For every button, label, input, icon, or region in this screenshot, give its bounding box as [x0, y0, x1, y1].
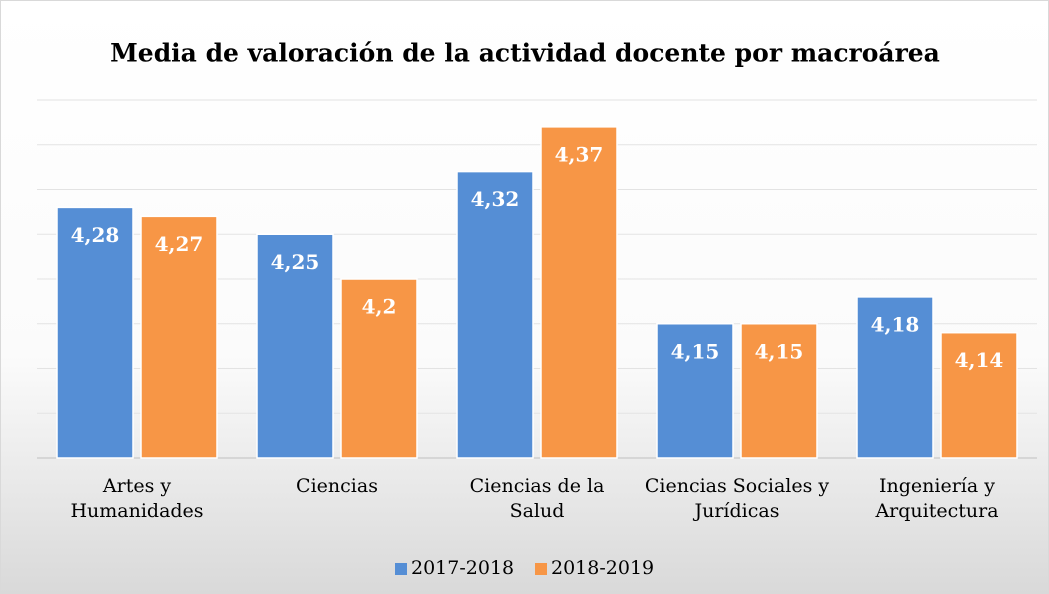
data-label: 4,27: [155, 232, 204, 256]
bar: [140, 215, 218, 459]
bar: [256, 233, 334, 459]
x-tick-label: Ingeniería y: [879, 475, 995, 497]
bar: [940, 331, 1018, 459]
chart-title: Media de valoración de la actividad doce…: [110, 39, 940, 68]
x-tick-label: Ciencias: [296, 475, 378, 497]
data-label: 4,25: [271, 250, 320, 274]
legend-label: 2018-2019: [551, 557, 654, 579]
data-label: 4,2: [362, 295, 397, 319]
legend-label: 2017-2018: [411, 557, 514, 579]
bar: [56, 206, 134, 459]
bar: [540, 126, 618, 459]
x-tick-label: Ciencias Sociales y: [645, 475, 830, 497]
x-tick-label: Ciencias de la: [470, 475, 605, 497]
data-label: 4,14: [955, 348, 1004, 372]
legend-swatch: [395, 563, 407, 575]
x-tick-label: Arquitectura: [874, 500, 998, 522]
x-tick-label: Salud: [510, 500, 565, 522]
data-label: 4,28: [71, 223, 120, 247]
data-label: 4,18: [871, 312, 920, 336]
data-label: 4,15: [671, 339, 720, 363]
bar: [856, 296, 934, 459]
data-label: 4,32: [471, 187, 520, 211]
bar: [340, 278, 418, 459]
bar: [456, 170, 534, 459]
data-label: 4,37: [555, 142, 604, 166]
x-tick-label: Artes y: [102, 475, 171, 497]
legend-swatch: [535, 563, 547, 575]
x-tick-label: Humanidades: [70, 500, 203, 522]
x-tick-label: Jurídicas: [693, 500, 780, 522]
data-label: 4,15: [755, 339, 804, 363]
bar: [656, 323, 734, 459]
bar: [740, 323, 818, 459]
